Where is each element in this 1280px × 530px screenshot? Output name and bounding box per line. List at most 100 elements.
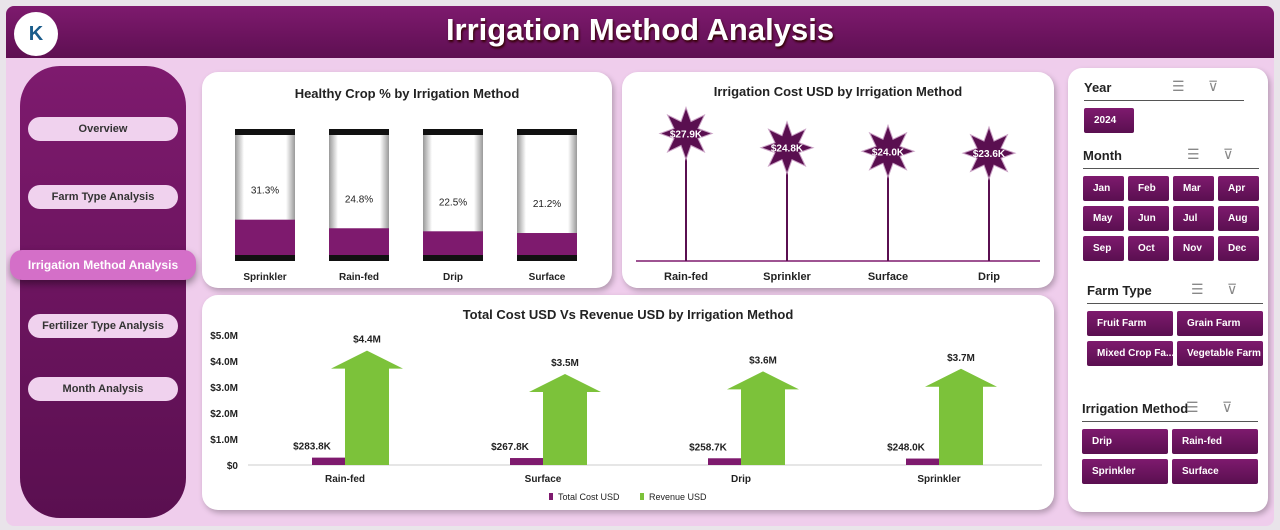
star-marker [860,123,916,179]
data-label: 21.2% [533,199,561,210]
bar-cap-bottom [423,255,483,261]
x-tick-label: Rain-fed [339,272,379,283]
slicer-item-irrigation[interactable]: Rain-fed [1172,429,1258,454]
y-tick-label: $4.0M [210,357,238,368]
bar-revenue-arrow [727,371,799,465]
sidebar-nav: Overview Farm Type Analysis Irrigation M… [10,66,196,518]
irrigation-cost-panel: Irrigation Cost USD by Irrigation Method… [622,72,1054,288]
x-tick-label: Surface [529,272,566,283]
header: K Irrigation Method Analysis [6,6,1274,58]
x-tick-label: Sprinkler [917,474,960,485]
chart-title: Healthy Crop % by Irrigation Method [294,86,520,101]
slicer-item-month[interactable]: Apr [1218,176,1259,201]
legend-label: Revenue USD [649,492,707,502]
slicer-item-month[interactable]: Mar [1173,176,1214,201]
data-label: $283.8K [293,442,332,453]
slicer-item-month[interactable]: Jul [1173,206,1214,231]
slicer-item-month[interactable]: Oct [1128,236,1169,261]
clear-filter-icon[interactable]: ⊽ [1227,281,1238,297]
irrigation-cost-chart: $27.9K Rain-fed $24.8K Sprinkler $24.0K Surfa… [636,106,1040,283]
star-marker [759,120,815,176]
bar-cap-top [423,129,483,135]
bar-total-cost [312,457,352,465]
data-label: $24.8K [771,144,804,155]
data-label: $23.6K [973,149,1006,160]
healthy-crop-chart: 31.3% Sprinkler 24.8% Rain-fed 22.5% Drip 21.2… [235,129,577,283]
multi-select-icon[interactable]: ☰ [1187,146,1200,162]
slicer-item-month[interactable]: Dec [1218,236,1259,261]
x-tick-label: Surface [525,474,562,485]
healthy-crop-panel: Healthy Crop % by Irrigation Method 31.3… [202,72,612,288]
x-tick-label: Surface [868,271,908,283]
slicer-item-farm_type[interactable]: Mixed Crop Fa... [1087,341,1173,366]
slicer-item-month[interactable]: Jan [1083,176,1124,201]
bar-total-cost [510,458,550,465]
bar-total-cost [906,458,946,465]
slicer-item-irrigation[interactable]: Sprinkler [1082,459,1168,484]
bar-revenue-arrow [529,374,601,465]
clear-filter-icon[interactable]: ⊽ [1223,146,1234,162]
y-tick-label: $2.0M [210,409,238,420]
bar-total-cost [708,458,748,465]
chart-title: Total Cost USD Vs Revenue USD by Irrigat… [462,307,794,322]
star-marker [961,125,1017,181]
x-tick-label: Drip [443,272,463,283]
bar-cap-top [517,129,577,135]
slicer-item-month[interactable]: Jun [1128,206,1169,231]
x-tick-label: Sprinkler [243,272,286,283]
data-label: 24.8% [345,194,373,205]
data-label: $27.9K [670,129,703,140]
slicer-title-year: Year [1084,80,1112,95]
multi-select-icon[interactable]: ☰ [1191,281,1204,297]
x-tick-label: Drip [731,474,751,485]
multi-select-icon[interactable]: ☰ [1186,399,1199,415]
data-label: $258.7K [689,442,728,453]
logo: K [14,12,58,56]
x-tick-label: Drip [978,271,1000,283]
slicer-item-farm_type[interactable]: Vegetable Farm [1177,341,1263,366]
nav-farm-type-analysis[interactable]: Farm Type Analysis [28,185,178,209]
nav-month-analysis[interactable]: Month Analysis [28,377,178,401]
x-tick-label: Rain-fed [664,271,708,283]
data-label: 22.5% [439,197,467,208]
slicer-item-month[interactable]: Sep [1083,236,1124,261]
clear-filter-icon[interactable]: ⊽ [1222,399,1233,415]
nav-fertilizer-type-analysis[interactable]: Fertilizer Type Analysis [28,314,178,338]
slicer-item-month[interactable]: Aug [1218,206,1259,231]
page-title: Irrigation Method Analysis [445,12,835,47]
nav-irrigation-method-analysis[interactable]: Irrigation Method Analysis [10,250,196,280]
slicer-divider [1084,100,1244,101]
slicer-item-farm_type[interactable]: Fruit Farm [1087,311,1173,336]
data-label: $267.8K [491,442,530,453]
slicer-panel: Year ☰ ⊽ 2024 Month ☰ ⊽ Jan Feb Mar Apr May Jun Jul Au… [1068,68,1268,512]
bar-revenue-arrow [331,350,403,465]
bar-cap-bottom [517,255,577,261]
nav-overview[interactable]: Overview [28,117,178,141]
legend-marker-revenue [640,493,644,500]
slicer-item-irrigation[interactable]: Surface [1172,459,1258,484]
slicer-item-farm_type[interactable]: Grain Farm [1177,311,1263,336]
data-label: $3.6M [749,355,777,366]
chart-title: Irrigation Cost USD by Irrigation Method [713,84,963,99]
y-tick-label: $3.0M [210,383,238,394]
slicer-item-year[interactable]: 2024 [1084,108,1134,133]
data-label: $248.0K [887,443,926,454]
slicer-item-irrigation[interactable]: Drip [1082,429,1168,454]
slicer-item-month[interactable]: Nov [1173,236,1214,261]
bar-revenue-arrow [925,368,997,465]
data-label: $3.5M [551,358,579,369]
slicer-divider [1082,421,1258,422]
bar [235,219,295,261]
y-tick-label: $1.0M [210,435,238,446]
slicer-title-farm_type: Farm Type [1087,283,1152,298]
data-label: $24.0K [872,147,905,158]
dashboard: K Irrigation Method Analysis Overview Fa… [6,6,1274,526]
slicer-item-month[interactable]: Feb [1128,176,1169,201]
y-tick-label: $0 [227,461,239,472]
clear-filter-icon[interactable]: ⊽ [1208,78,1219,94]
slicer-title-irrigation: Irrigation Method [1082,401,1189,416]
slicer-item-month[interactable]: May [1083,206,1124,231]
x-tick-label: Rain-fed [325,474,365,485]
bar-cap-top [329,129,389,135]
multi-select-icon[interactable]: ☰ [1172,78,1185,94]
